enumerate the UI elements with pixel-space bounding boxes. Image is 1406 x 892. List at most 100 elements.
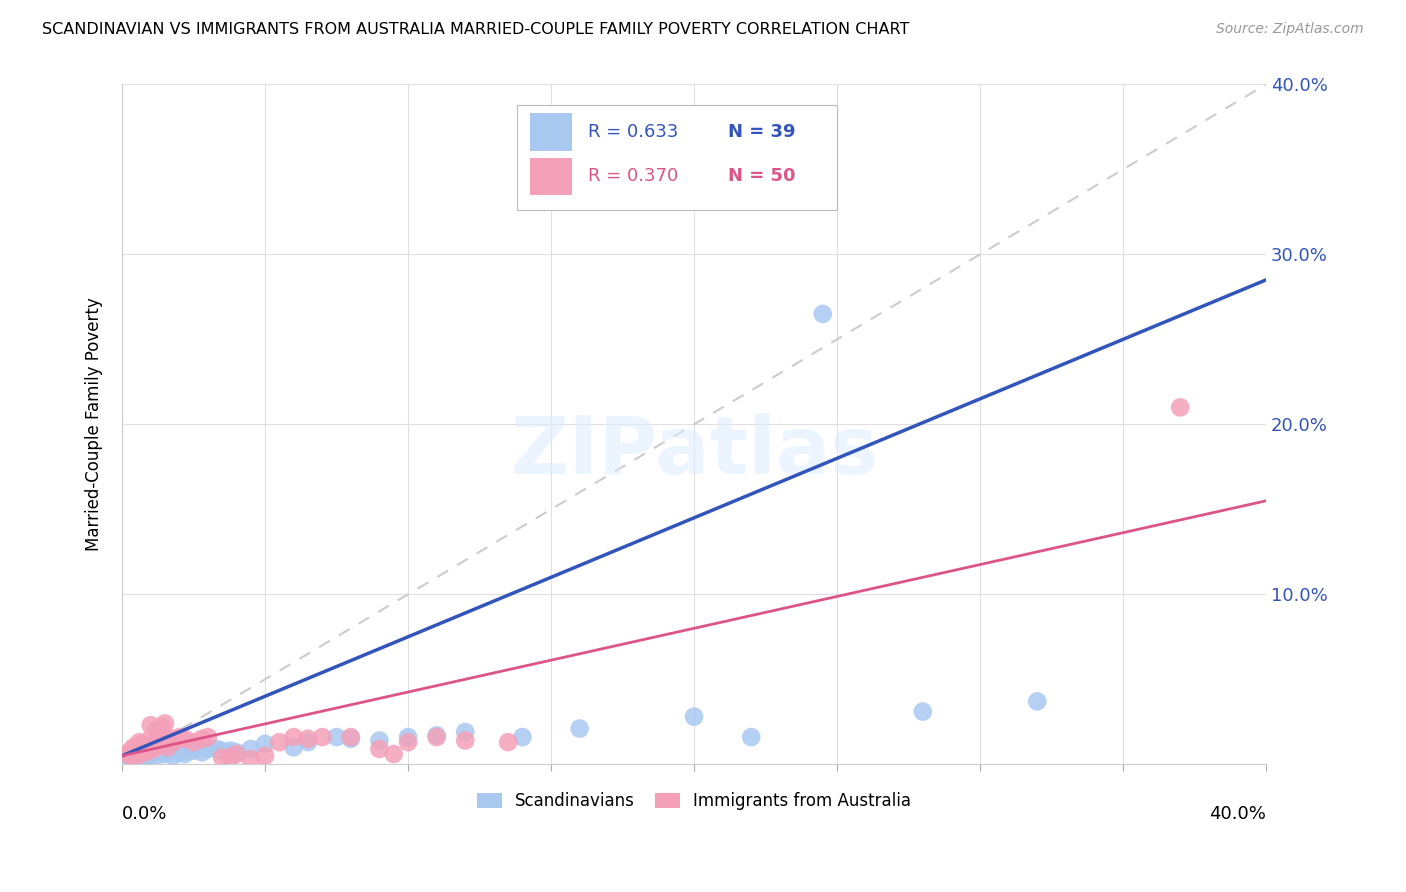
Point — [225, 747, 247, 761]
FancyBboxPatch shape — [530, 113, 572, 151]
Point — [128, 735, 150, 749]
Point — [134, 739, 156, 753]
Point — [269, 735, 291, 749]
Point — [396, 735, 419, 749]
Point — [454, 725, 477, 739]
Point — [811, 307, 834, 321]
Text: 40.0%: 40.0% — [1209, 805, 1265, 823]
Text: R = 0.633: R = 0.633 — [588, 123, 678, 141]
Point — [191, 745, 214, 759]
Text: N = 39: N = 39 — [728, 123, 796, 141]
Point — [139, 718, 162, 732]
Point — [1026, 694, 1049, 708]
Point — [382, 747, 405, 761]
Point — [167, 745, 190, 759]
Y-axis label: Married-Couple Family Poverty: Married-Couple Family Poverty — [86, 297, 103, 551]
Point — [117, 747, 139, 761]
Point — [368, 742, 391, 756]
Point — [426, 728, 449, 742]
Point — [225, 745, 247, 759]
Point — [297, 731, 319, 746]
Point — [254, 737, 277, 751]
Point — [139, 747, 162, 761]
Point — [219, 744, 242, 758]
Point — [156, 740, 179, 755]
Point — [142, 742, 165, 756]
Point — [162, 748, 184, 763]
Point — [145, 723, 167, 738]
Point — [153, 730, 176, 744]
Point — [136, 744, 159, 758]
Point — [283, 730, 305, 744]
Point — [368, 733, 391, 747]
Point — [122, 745, 145, 759]
Point — [128, 744, 150, 758]
Point — [740, 730, 762, 744]
Point — [174, 747, 197, 761]
Point — [683, 709, 706, 723]
Text: N = 50: N = 50 — [728, 167, 796, 186]
Point — [131, 737, 153, 751]
Point — [311, 730, 333, 744]
Point — [122, 740, 145, 755]
Point — [134, 750, 156, 764]
Point — [197, 742, 219, 756]
Point — [325, 730, 347, 744]
Point — [205, 742, 228, 756]
Point — [396, 730, 419, 744]
Text: Source: ZipAtlas.com: Source: ZipAtlas.com — [1216, 22, 1364, 37]
Point — [122, 748, 145, 763]
Point — [120, 744, 142, 758]
Point — [162, 735, 184, 749]
Point — [426, 730, 449, 744]
Point — [219, 750, 242, 764]
Text: SCANDINAVIAN VS IMMIGRANTS FROM AUSTRALIA MARRIED-COUPLE FAMILY POVERTY CORRELAT: SCANDINAVIAN VS IMMIGRANTS FROM AUSTRALI… — [42, 22, 910, 37]
Point — [114, 750, 136, 764]
Point — [148, 739, 170, 753]
Point — [340, 731, 363, 746]
Point — [120, 748, 142, 763]
Point — [128, 747, 150, 761]
Point — [454, 733, 477, 747]
Point — [297, 735, 319, 749]
Point — [125, 750, 148, 764]
Point — [159, 731, 181, 746]
Point — [191, 731, 214, 746]
Point — [139, 731, 162, 746]
Point — [145, 735, 167, 749]
Point — [283, 740, 305, 755]
Point — [167, 730, 190, 744]
Point — [911, 705, 934, 719]
Point — [120, 752, 142, 766]
Point — [117, 750, 139, 764]
Point — [183, 744, 205, 758]
Point — [125, 748, 148, 763]
Point — [131, 748, 153, 763]
Point — [254, 748, 277, 763]
Point — [125, 742, 148, 756]
Point — [512, 730, 534, 744]
Point — [174, 731, 197, 746]
Point — [153, 716, 176, 731]
Point — [139, 740, 162, 755]
Point — [197, 730, 219, 744]
Point — [150, 720, 173, 734]
Text: R = 0.370: R = 0.370 — [588, 167, 678, 186]
Point — [211, 750, 233, 764]
Point — [136, 752, 159, 766]
Legend: Scandinavians, Immigrants from Australia: Scandinavians, Immigrants from Australia — [470, 786, 918, 817]
Point — [239, 752, 262, 766]
FancyBboxPatch shape — [530, 158, 572, 195]
Point — [134, 745, 156, 759]
Point — [148, 728, 170, 742]
Text: ZIPatlas: ZIPatlas — [510, 412, 879, 491]
Point — [131, 742, 153, 756]
Point — [568, 722, 591, 736]
Text: 0.0%: 0.0% — [122, 805, 167, 823]
Point — [496, 735, 519, 749]
Point — [239, 742, 262, 756]
Point — [183, 735, 205, 749]
Point — [153, 747, 176, 761]
Point — [340, 730, 363, 744]
Point — [1168, 401, 1191, 415]
